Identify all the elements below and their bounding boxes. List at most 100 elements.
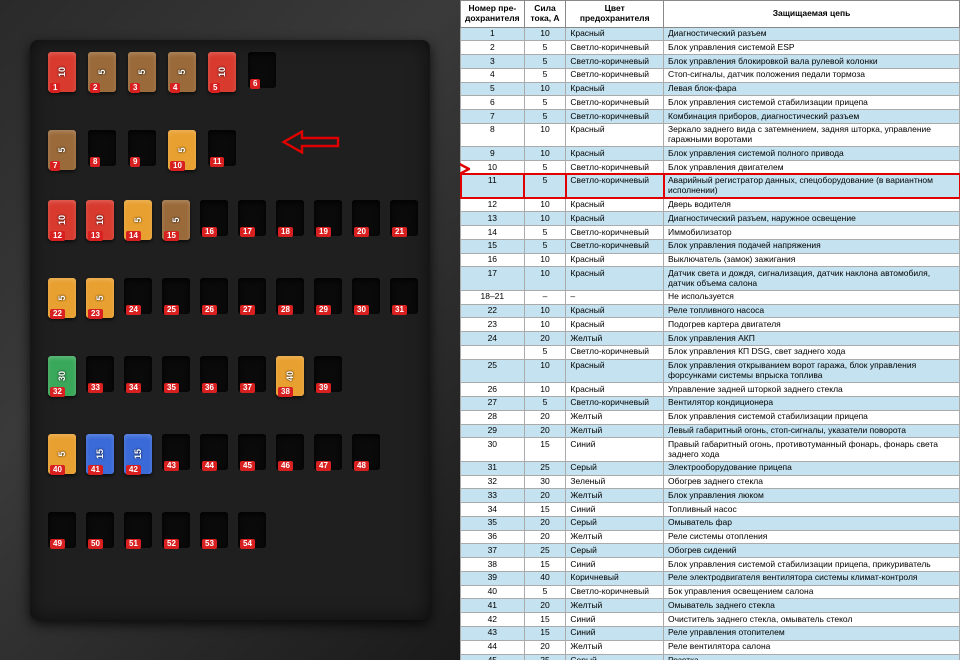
- cell: Светло-коричневый: [566, 239, 664, 253]
- fuse-number-label: 5: [210, 83, 220, 93]
- table-row: 3015СинийПравый габаритный огонь, против…: [461, 438, 960, 462]
- fuse-number-label: 7: [50, 161, 60, 171]
- table-row: 75Светло-коричневыйКомбинация приборов, …: [461, 110, 960, 124]
- cell: Блок управления подачей напряжения: [664, 239, 960, 253]
- fuse-number-label: 18: [278, 227, 293, 237]
- cell: –: [566, 290, 664, 304]
- col-header-2: Цветпредохранителя: [566, 1, 664, 28]
- cell: Красный: [566, 359, 664, 383]
- fuse-slot-4: 45: [168, 52, 196, 92]
- fuse-amp-label: 15: [133, 449, 143, 459]
- cell: Реле топливного насоса: [664, 304, 960, 318]
- cell: Светло-коричневый: [566, 585, 664, 599]
- fuse-number-label: 22: [50, 309, 65, 319]
- cell: 15: [524, 438, 566, 462]
- cell: 25: [524, 654, 566, 660]
- fuse-number-label: 50: [88, 539, 103, 549]
- cell: Блок управления системой ESP: [664, 41, 960, 55]
- fuse-slot-45: 45: [238, 434, 266, 470]
- fuse-amp-label: 10: [95, 215, 105, 225]
- fuse-number-label: 10: [170, 161, 185, 171]
- cell: 10: [524, 82, 566, 96]
- cell: Омыватель фар: [664, 516, 960, 530]
- cell: 5: [524, 161, 566, 175]
- cell: Светло-коричневый: [566, 96, 664, 110]
- cell: 10: [524, 27, 566, 41]
- fuse-number-label: 24: [126, 305, 141, 315]
- cell: 10: [524, 147, 566, 161]
- fuse-number-label: 29: [316, 305, 331, 315]
- table-row: 18–21––Не используется: [461, 290, 960, 304]
- cell: Светло-коричневый: [566, 110, 664, 124]
- cell: 4: [461, 68, 525, 82]
- fuse-number-label: 27: [240, 305, 255, 315]
- fuse-number-label: 53: [202, 539, 217, 549]
- cell: 8: [461, 123, 525, 147]
- fuse-slot-18: 18: [276, 200, 304, 236]
- fuse-slot-52: 52: [162, 512, 190, 548]
- table-row: 3125СерыйЭлектрооборудование прицепа: [461, 461, 960, 475]
- fuse-number-label: 13: [88, 231, 103, 241]
- cell: 5: [524, 174, 566, 198]
- cell: Топливный насос: [664, 503, 960, 517]
- cell: Диагностический разъем, наружное освещен…: [664, 212, 960, 226]
- cell: Бок управления освещением салона: [664, 585, 960, 599]
- fuse-slot-5: 510: [208, 52, 236, 92]
- cell: 12: [461, 198, 525, 212]
- fuse-number-label: 31: [392, 305, 407, 315]
- cell: Желтый: [566, 332, 664, 346]
- cell: 15: [524, 503, 566, 517]
- fuse-number-label: 17: [240, 227, 255, 237]
- fuse-number-label: 2: [90, 83, 100, 93]
- cell: Вентилятор кондиционера: [664, 396, 960, 410]
- cell: Блок управления блокировкой вала рулевой…: [664, 55, 960, 69]
- cell: 30: [461, 438, 525, 462]
- cell: 10: [524, 198, 566, 212]
- fuse-amp-label: 30: [57, 371, 67, 381]
- fuse-number-label: 11: [210, 157, 224, 167]
- cell: 45: [461, 654, 525, 660]
- fuse-slot-41: 4115: [86, 434, 114, 474]
- fuse-number-label: 47: [316, 461, 331, 471]
- cell: Зеленый: [566, 475, 664, 489]
- fuse-slot-51: 51: [124, 512, 152, 548]
- fuse-amp-label: 5: [177, 69, 187, 74]
- cell: 5: [461, 82, 525, 96]
- cell: 15: [461, 239, 525, 253]
- fuse-slot-43: 43: [162, 434, 190, 470]
- fuse-number-label: 28: [278, 305, 293, 315]
- table-row: 3520СерыйОмыватель фар: [461, 516, 960, 530]
- fuse-number-label: 16: [202, 227, 217, 237]
- cell: Дверь водителя: [664, 198, 960, 212]
- cell: Обогрев сидений: [664, 544, 960, 558]
- fuse-slot-14: 145: [124, 200, 152, 240]
- table-row: 65Светло-коричневыйБлок управления систе…: [461, 96, 960, 110]
- fuse-number-label: 12: [50, 231, 65, 241]
- fuse-slot-20: 20: [352, 200, 380, 236]
- cell: 26: [461, 383, 525, 397]
- fuse-amp-label: 5: [177, 147, 187, 152]
- cell: 10: [524, 359, 566, 383]
- fuse-amp-label: 5: [57, 451, 67, 456]
- table-row: 405Светло-коричневыйБок управления освещ…: [461, 585, 960, 599]
- fuse-number-label: 3: [130, 83, 140, 93]
- fuse-number-label: 39: [316, 383, 331, 393]
- cell: Светло-коричневый: [566, 161, 664, 175]
- fuse-slot-27: 27: [238, 278, 266, 314]
- fuse-slot-33: 33: [86, 356, 114, 392]
- cell: 7: [461, 110, 525, 124]
- cell: Красный: [566, 267, 664, 291]
- fuse-number-label: 54: [240, 539, 255, 549]
- fuse-slot-48: 48: [352, 434, 380, 470]
- fuse-slot-44: 44: [200, 434, 228, 470]
- fuse-number-label: 9: [130, 157, 140, 167]
- cell: 30: [524, 475, 566, 489]
- fuse-number-label: 51: [126, 539, 141, 549]
- fuse-slot-49: 49: [48, 512, 76, 548]
- fuse-number-label: 4: [170, 83, 180, 93]
- cell: Реле управления отопителем: [664, 626, 960, 640]
- fuse-slot-50: 50: [86, 512, 114, 548]
- fuse-number-label: 41: [88, 465, 103, 475]
- cell: 10: [524, 318, 566, 332]
- fuse-slot-23: 235: [86, 278, 114, 318]
